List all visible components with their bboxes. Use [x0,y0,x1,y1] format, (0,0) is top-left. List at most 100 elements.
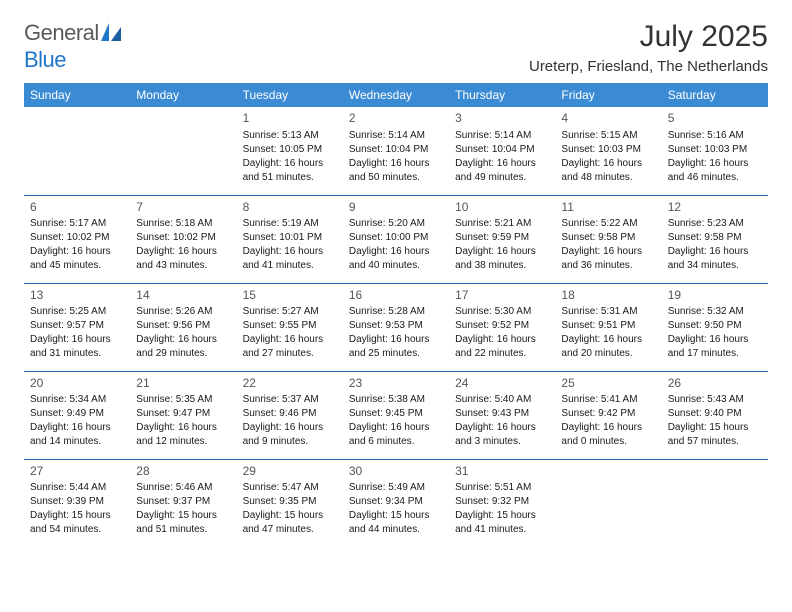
day-cell: 25Sunrise: 5:41 AMSunset: 9:42 PMDayligh… [555,371,661,459]
day-number: 10 [455,199,549,216]
sunrise-line: Sunrise: 5:34 AM [30,393,124,407]
sunset-line: Sunset: 10:04 PM [455,143,549,157]
day-cell: 23Sunrise: 5:38 AMSunset: 9:45 PMDayligh… [343,371,449,459]
daylight-line: Daylight: 16 hours and 41 minutes. [243,245,337,273]
daylight-line: Daylight: 16 hours and 9 minutes. [243,421,337,449]
daylight-line: Daylight: 16 hours and 14 minutes. [30,421,124,449]
daylight-line: Daylight: 16 hours and 36 minutes. [561,245,655,273]
sunset-line: Sunset: 9:58 PM [561,231,655,245]
day-cell: 3Sunrise: 5:14 AMSunset: 10:04 PMDayligh… [449,107,555,195]
daylight-line: Daylight: 16 hours and 25 minutes. [349,333,443,361]
sunset-line: Sunset: 9:58 PM [668,231,762,245]
day-number: 25 [561,375,655,392]
day-number: 11 [561,199,655,216]
logo: GeneralBlue [24,20,123,73]
sunrise-line: Sunrise: 5:51 AM [455,481,549,495]
day-number: 8 [243,199,337,216]
sunset-line: Sunset: 9:32 PM [455,495,549,509]
sunrise-line: Sunrise: 5:13 AM [243,129,337,143]
sunrise-line: Sunrise: 5:40 AM [455,393,549,407]
col-header: Tuesday [237,83,343,107]
sunrise-line: Sunrise: 5:32 AM [668,305,762,319]
day-cell: 22Sunrise: 5:37 AMSunset: 9:46 PMDayligh… [237,371,343,459]
day-number: 26 [668,375,762,392]
logo-text-general: General [24,20,99,45]
sunrise-line: Sunrise: 5:18 AM [136,217,230,231]
sunset-line: Sunset: 9:57 PM [30,319,124,333]
sunrise-line: Sunrise: 5:21 AM [455,217,549,231]
day-cell: 19Sunrise: 5:32 AMSunset: 9:50 PMDayligh… [662,283,768,371]
day-number: 14 [136,287,230,304]
day-number: 19 [668,287,762,304]
daylight-line: Daylight: 16 hours and 49 minutes. [455,157,549,185]
day-cell: 11Sunrise: 5:22 AMSunset: 9:58 PMDayligh… [555,195,661,283]
daylight-line: Daylight: 16 hours and 12 minutes. [136,421,230,449]
sunrise-line: Sunrise: 5:30 AM [455,305,549,319]
daylight-line: Daylight: 16 hours and 27 minutes. [243,333,337,361]
col-header: Thursday [449,83,555,107]
daylight-line: Daylight: 15 hours and 47 minutes. [243,509,337,537]
calendar-row: 6Sunrise: 5:17 AMSunset: 10:02 PMDayligh… [24,195,768,283]
sunrise-line: Sunrise: 5:17 AM [30,217,124,231]
daylight-line: Daylight: 16 hours and 48 minutes. [561,157,655,185]
day-number: 22 [243,375,337,392]
sunset-line: Sunset: 9:53 PM [349,319,443,333]
sunset-line: Sunset: 9:55 PM [243,319,337,333]
day-number: 6 [30,199,124,216]
sunset-line: Sunset: 10:03 PM [668,143,762,157]
day-number: 7 [136,199,230,216]
sunset-line: Sunset: 9:50 PM [668,319,762,333]
day-number: 21 [136,375,230,392]
col-header: Saturday [662,83,768,107]
daylight-line: Daylight: 15 hours and 41 minutes. [455,509,549,537]
daylight-line: Daylight: 16 hours and 22 minutes. [455,333,549,361]
sunset-line: Sunset: 9:59 PM [455,231,549,245]
col-header: Wednesday [343,83,449,107]
day-number: 20 [30,375,124,392]
sunset-line: Sunset: 9:39 PM [30,495,124,509]
sunset-line: Sunset: 10:02 PM [30,231,124,245]
calendar-table: Sunday Monday Tuesday Wednesday Thursday… [24,83,768,547]
daylight-line: Daylight: 16 hours and 50 minutes. [349,157,443,185]
sunrise-line: Sunrise: 5:23 AM [668,217,762,231]
day-number: 30 [349,463,443,480]
daylight-line: Daylight: 16 hours and 38 minutes. [455,245,549,273]
empty-cell [24,107,130,195]
day-cell: 6Sunrise: 5:17 AMSunset: 10:02 PMDayligh… [24,195,130,283]
daylight-line: Daylight: 16 hours and 51 minutes. [243,157,337,185]
location: Ureterp, Friesland, The Netherlands [529,58,768,75]
day-cell: 12Sunrise: 5:23 AMSunset: 9:58 PMDayligh… [662,195,768,283]
day-cell: 7Sunrise: 5:18 AMSunset: 10:02 PMDayligh… [130,195,236,283]
sunset-line: Sunset: 9:37 PM [136,495,230,509]
day-number: 29 [243,463,337,480]
day-number: 3 [455,110,549,127]
sunrise-line: Sunrise: 5:20 AM [349,217,443,231]
calendar-header-row: Sunday Monday Tuesday Wednesday Thursday… [24,83,768,107]
sunset-line: Sunset: 9:46 PM [243,407,337,421]
daylight-line: Daylight: 16 hours and 40 minutes. [349,245,443,273]
sunrise-line: Sunrise: 5:47 AM [243,481,337,495]
sunset-line: Sunset: 9:52 PM [455,319,549,333]
daylight-line: Daylight: 16 hours and 0 minutes. [561,421,655,449]
day-number: 28 [136,463,230,480]
day-cell: 10Sunrise: 5:21 AMSunset: 9:59 PMDayligh… [449,195,555,283]
sunset-line: Sunset: 10:05 PM [243,143,337,157]
daylight-line: Daylight: 16 hours and 34 minutes. [668,245,762,273]
calendar-row: 1Sunrise: 5:13 AMSunset: 10:05 PMDayligh… [24,107,768,195]
day-number: 18 [561,287,655,304]
sunset-line: Sunset: 9:45 PM [349,407,443,421]
sunrise-line: Sunrise: 5:26 AM [136,305,230,319]
daylight-line: Daylight: 16 hours and 3 minutes. [455,421,549,449]
sunset-line: Sunset: 10:01 PM [243,231,337,245]
day-cell: 18Sunrise: 5:31 AMSunset: 9:51 PMDayligh… [555,283,661,371]
sunset-line: Sunset: 9:35 PM [243,495,337,509]
day-number: 27 [30,463,124,480]
day-number: 31 [455,463,549,480]
daylight-line: Daylight: 16 hours and 45 minutes. [30,245,124,273]
sunrise-line: Sunrise: 5:28 AM [349,305,443,319]
sunrise-line: Sunrise: 5:15 AM [561,129,655,143]
sunrise-line: Sunrise: 5:37 AM [243,393,337,407]
day-number: 13 [30,287,124,304]
daylight-line: Daylight: 15 hours and 57 minutes. [668,421,762,449]
day-number: 23 [349,375,443,392]
